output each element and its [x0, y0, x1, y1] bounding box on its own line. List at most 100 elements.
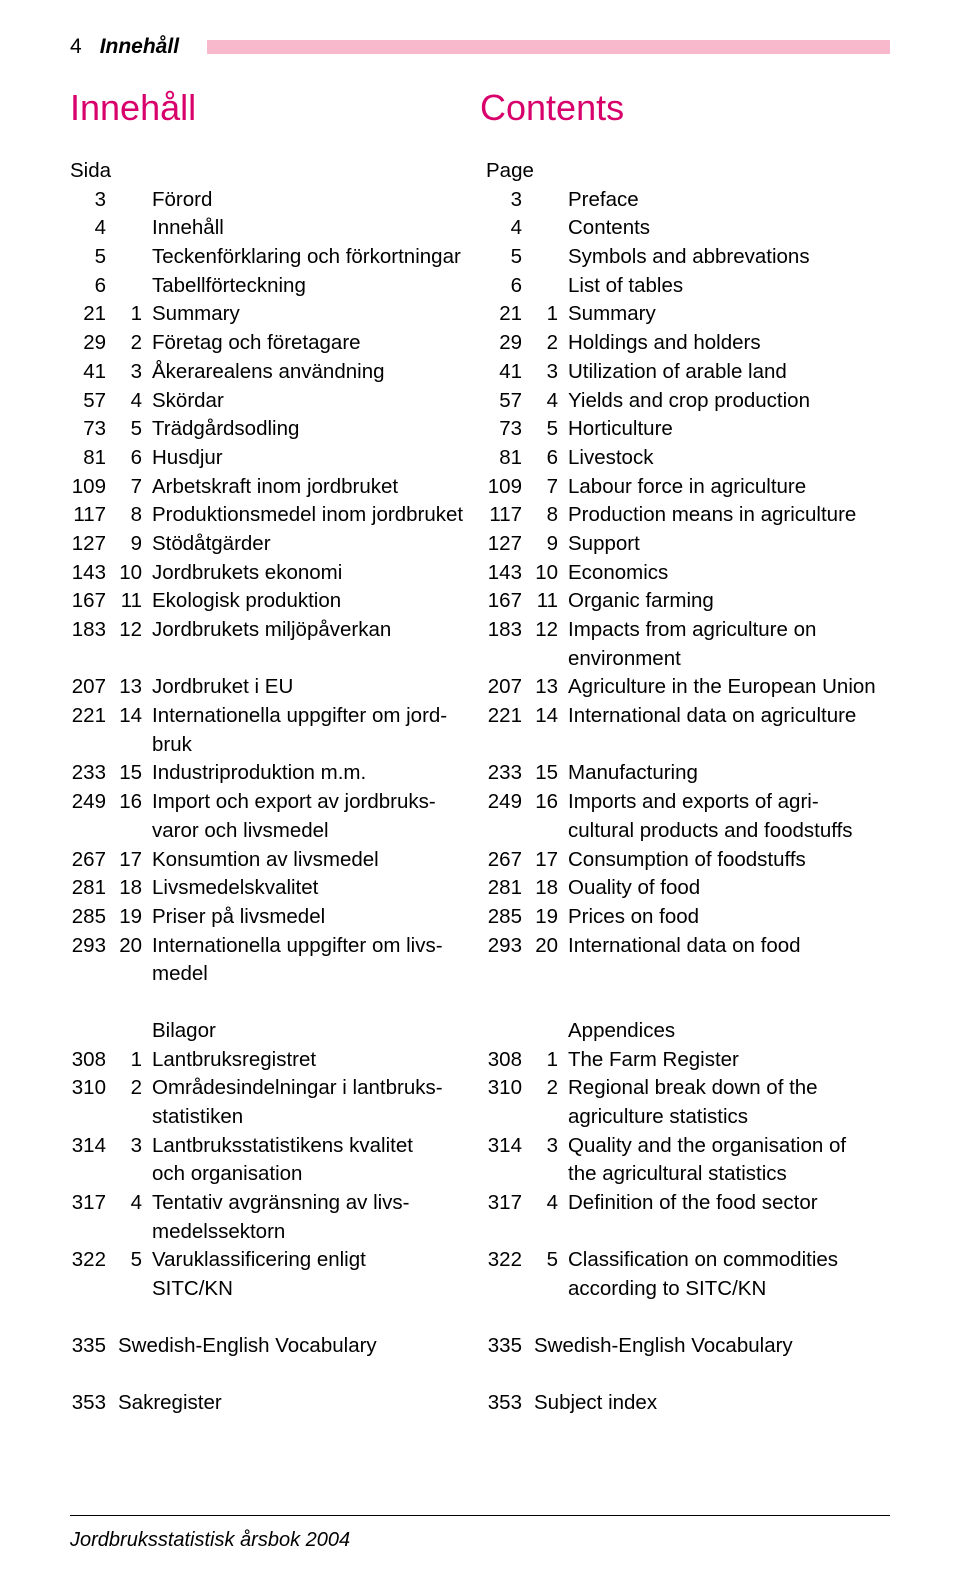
toc-entry-text: Ekologisk produktion: [152, 587, 474, 616]
toc-extra-entry: 353Subject index: [486, 1389, 890, 1418]
toc-entry: 211Summary: [486, 300, 890, 329]
toc-entry-text: Holdings and holders: [568, 329, 890, 358]
toc-entry: 28118Ouality of food: [486, 874, 890, 903]
toc-entry-text: [568, 960, 890, 989]
toc-entry-text: the agricultural statistics: [568, 1160, 890, 1189]
toc-entry-text: Internationella uppgifter om livs-: [152, 932, 474, 961]
toc-entry: 22114Internationella uppgifter om jord-: [70, 702, 474, 731]
toc-entry: varor och livsmedel: [70, 817, 474, 846]
toc-entry: 24916Imports and exports of agri-: [486, 788, 890, 817]
toc-chapter-number: 13: [534, 673, 568, 702]
toc-extra-entry: 335Swedish-English Vocabulary: [486, 1332, 890, 1361]
toc-entry: 4Innehåll: [70, 214, 474, 243]
toc-entry-text: agriculture statistics: [568, 1103, 890, 1132]
toc-page-number: 3: [70, 186, 118, 215]
toc-entry-text: Labour force in agriculture: [568, 473, 890, 502]
header-bar: [207, 40, 890, 54]
toc-chapter-number: 2: [534, 1074, 568, 1103]
toc-chapter-number: 14: [534, 702, 568, 731]
toc-page-number: 5: [70, 243, 118, 272]
toc-entry: 26717Konsumtion av livsmedel: [70, 846, 474, 875]
toc-appendix-entry: medelssektorn: [70, 1218, 474, 1247]
toc-appendix-entry: 3143Lantbruksstatistikens kvalitet: [70, 1132, 474, 1161]
toc-appendix-entry: agriculture statistics: [486, 1103, 890, 1132]
toc-entry-text: medelssektorn: [152, 1218, 474, 1247]
toc-page-number: 249: [486, 788, 534, 817]
toc-chapter-number: 5: [118, 1246, 152, 1275]
toc-entry-text: Contents: [568, 214, 890, 243]
toc-entry-text: Produktionsmedel inom jordbruket: [152, 501, 474, 530]
toc-appendix-entry: 3225Varuklassificering enligt: [70, 1246, 474, 1275]
toc-entry-text: Jordbruket i EU: [152, 673, 474, 702]
toc-entry-text: Åkerarealens användning: [152, 358, 474, 387]
toc-chapter-number: 3: [118, 358, 152, 387]
toc-page-number: 317: [486, 1189, 534, 1218]
toc-entry: 5Teckenförklaring och förkortningar: [70, 243, 474, 272]
toc-entry-text: Företag och företagare: [152, 329, 474, 358]
toc-chapter-number: 4: [118, 387, 152, 416]
toc-page-number: 249: [70, 788, 118, 817]
toc-entry-text: according to SITC/KN: [568, 1275, 890, 1304]
toc-heading-label: Bilagor: [152, 1017, 216, 1046]
toc-chapter-number: 4: [534, 1189, 568, 1218]
toc-page-number: 117: [486, 501, 534, 530]
toc-page-number: 310: [70, 1074, 118, 1103]
toc-chapter-number: 11: [118, 587, 152, 616]
toc-entry: 413Utilization of arable land: [486, 358, 890, 387]
toc-entry: 1097Arbetskraft inom jordbruket: [70, 473, 474, 502]
toc-entry: 14310Economics: [486, 559, 890, 588]
toc-entry-text: Ouality of food: [568, 874, 890, 903]
toc-appendix-entry: statistiken: [70, 1103, 474, 1132]
toc-entry-text: List of tables: [568, 272, 890, 301]
toc-page-number: 293: [70, 932, 118, 961]
toc-entry-text: International data on agriculture: [568, 702, 890, 731]
toc-entry: 816Livestock: [486, 444, 890, 473]
toc-entry-text: [568, 1218, 890, 1247]
toc-entry: 28519Prices on food: [486, 903, 890, 932]
toc-entry: 816Husdjur: [70, 444, 474, 473]
toc-entry-text: Utilization of arable land: [568, 358, 890, 387]
toc-page-number: 3: [486, 186, 534, 215]
toc-page-number: 4: [486, 214, 534, 243]
toc-chapter-number: 11: [534, 587, 568, 616]
toc-column-heading: Sida: [70, 157, 474, 186]
toc-entry: 4 Contents: [486, 214, 890, 243]
toc-entry-text: [568, 731, 890, 760]
toc-entry: 29320Internationella uppgifter om livs-: [70, 932, 474, 961]
toc-entry-text: Lantbruksregistret: [152, 1046, 474, 1075]
toc-entry-text: Import och export av jordbruks-: [152, 788, 474, 817]
toc-entry: 23315Manufacturing: [486, 759, 890, 788]
toc-entry-text: Subject index: [534, 1389, 890, 1418]
toc-page-number: 127: [486, 530, 534, 559]
toc-entry: 26717Consumption of foodstuffs: [486, 846, 890, 875]
toc-entry: 574Yields and crop production: [486, 387, 890, 416]
toc-entry: [70, 645, 474, 674]
toc-chapter-number: 3: [118, 1132, 152, 1161]
toc-chapter-number: 20: [118, 932, 152, 961]
toc-entry: [486, 960, 890, 989]
toc-appendix-entry: 3102Områdesindelningar i lantbruks-: [70, 1074, 474, 1103]
toc-entry-text: och organisation: [152, 1160, 474, 1189]
toc-chapter-number: 6: [118, 444, 152, 473]
toc-page-number: 143: [70, 559, 118, 588]
toc-entry-text: The Farm Register: [568, 1046, 890, 1075]
toc-page-number: 143: [486, 559, 534, 588]
toc-entry: 292Företag och företagare: [70, 329, 474, 358]
toc-entry: 5Symbols and abbrevations: [486, 243, 890, 272]
toc-chapter-number: 2: [534, 329, 568, 358]
toc-entry: 574Skördar: [70, 387, 474, 416]
page-number: 4: [70, 35, 82, 59]
toc-entry: 18312Impacts from agriculture on: [486, 616, 890, 645]
toc-entry-text: Förord: [152, 186, 474, 215]
toc-page-number: 310: [486, 1074, 534, 1103]
toc-entry: 28519Priser på livsmedel: [70, 903, 474, 932]
toc-chapter-number: 1: [118, 300, 152, 329]
toc-page-number: 314: [486, 1132, 534, 1161]
toc-entry: 1097Labour force in agriculture: [486, 473, 890, 502]
toc-entry: 1279Support: [486, 530, 890, 559]
toc-entry-text: Prices on food: [568, 903, 890, 932]
toc-chapter-number: 15: [118, 759, 152, 788]
toc-entry-text: SITC/KN: [152, 1275, 474, 1304]
toc-page-number: 233: [70, 759, 118, 788]
toc-page-number: 6: [70, 272, 118, 301]
